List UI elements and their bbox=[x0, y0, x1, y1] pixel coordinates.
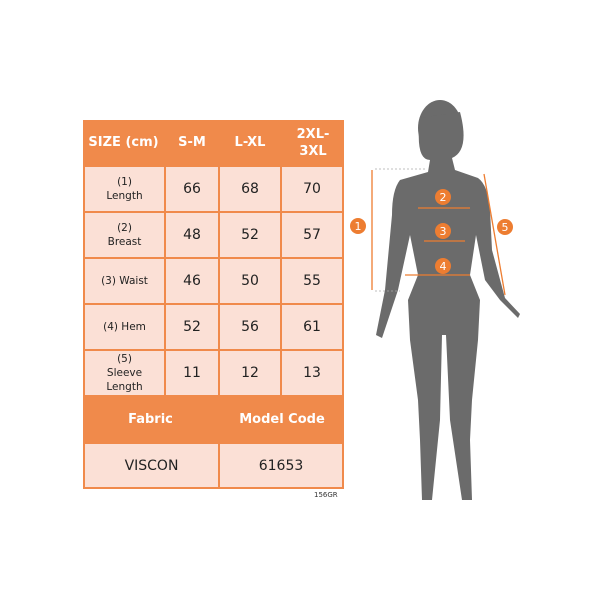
header-l-xl: L-XL bbox=[234, 135, 266, 150]
row-label: (2) Breast bbox=[85, 213, 164, 257]
size-value: 12 bbox=[220, 351, 280, 395]
size-value: 57 bbox=[282, 213, 342, 257]
row-label: (4) Hem bbox=[85, 305, 164, 349]
size-value: 46 bbox=[166, 259, 218, 303]
header-size: SIZE (cm) bbox=[88, 135, 159, 150]
marker-3: 3 bbox=[440, 225, 447, 238]
header-s-m: S-M bbox=[178, 135, 206, 150]
fabric-header: Fabric bbox=[128, 412, 173, 427]
size-value: 13 bbox=[282, 351, 342, 395]
fabric-value: VISCON bbox=[85, 444, 218, 487]
size-value: 66 bbox=[166, 167, 218, 211]
size-value: 55 bbox=[282, 259, 342, 303]
row-label: (5) Sleeve Length bbox=[85, 351, 164, 395]
silhouette-icon bbox=[376, 100, 520, 500]
marker-2: 2 bbox=[440, 191, 447, 204]
size-value: 48 bbox=[166, 213, 218, 257]
model-code-value: 61653 bbox=[220, 444, 342, 487]
marker-4: 4 bbox=[440, 260, 447, 273]
size-value: 52 bbox=[220, 213, 280, 257]
size-value: 56 bbox=[220, 305, 280, 349]
marker-5: 5 bbox=[502, 221, 509, 234]
size-table: SIZE (cm) S-M L-XL 2XL-3XL (1) Length 66 6… bbox=[83, 120, 344, 489]
size-value: 52 bbox=[166, 305, 218, 349]
size-value: 11 bbox=[166, 351, 218, 395]
header-2xl-3xl: 2XL-3XL bbox=[296, 126, 330, 159]
product-code: 156GR bbox=[314, 491, 338, 499]
marker-1: 1 bbox=[355, 220, 362, 233]
size-value: 61 bbox=[282, 305, 342, 349]
model-code-header: Model Code bbox=[239, 412, 325, 427]
size-value: 68 bbox=[220, 167, 280, 211]
row-label: (3) Waist bbox=[85, 259, 164, 303]
size-value: 50 bbox=[220, 259, 280, 303]
row-label: (1) Length bbox=[85, 167, 164, 211]
size-value: 70 bbox=[282, 167, 342, 211]
